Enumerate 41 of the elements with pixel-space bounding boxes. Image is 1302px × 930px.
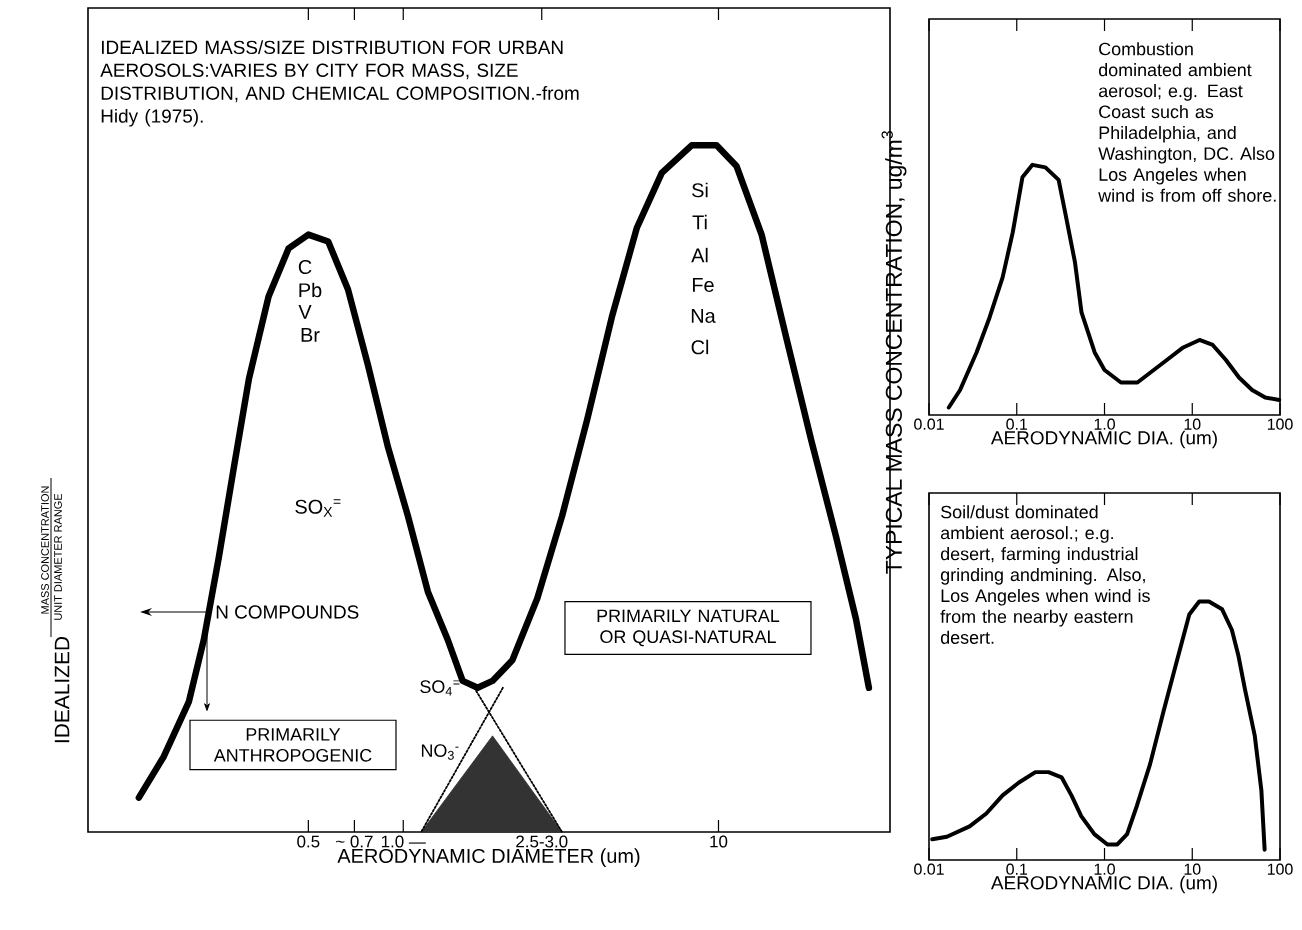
y-axis-title: IDEALIZED: [54, 636, 70, 743]
text: MASS CONCENTRATION: [41, 486, 49, 614]
annotation: PRIMARILY ANTHROPOGENIC: [213, 728, 372, 762]
x-tick-label: 10: [1184, 418, 1201, 430]
x-tick-label: 1.0: [1094, 863, 1115, 875]
x-tick-label: 0.1: [1006, 863, 1028, 875]
annotation: V: [298, 305, 312, 319]
annotation: Pb: [299, 282, 322, 298]
x-tick-label: 0.1: [1006, 418, 1028, 430]
annotation: Soil/dust dominated ambient aerosol.; e.g. desert, farming industrial grinding andmining. Also, Los Angeles when wind is from the nearby eastern desert.: [940, 505, 1150, 644]
annotation: Combustion dominated ambient aerosol; e.g. East Coast such as Philadelphia, and Washington, DC. Also Los Angeles when wind is from off shore.: [1098, 42, 1276, 202]
x-tick-label: 0.01: [914, 863, 944, 875]
x-tick-label: 100: [1267, 418, 1293, 430]
x-axis-title: AERODYNAMIC DIAMETER (um): [337, 848, 640, 867]
x-tick-label: 1.0 —: [381, 835, 426, 848]
x-tick-label: ~ 0.7: [336, 835, 373, 848]
chart-title: IDEALIZED MASS/SIZE DISTRIBUTION FOR URBAN AEROSOLS:VARIES BY CITY FOR MASS, SIZE DISTRIBUTION, AND CHEMICAL COMPOSITION.-from Hidy (1975).: [100, 40, 579, 127]
annotation: Si: [692, 182, 708, 198]
x-axis-title: AERODYNAMIC DIA. (um): [990, 430, 1217, 449]
annotation: Cl: [691, 339, 709, 355]
y-axis-title: TYPICAL MASS CONCENTRATION, ug/m$^{3}$: [881, 130, 907, 574]
annotation: Br: [301, 328, 320, 342]
x-tick-label: 1.0: [1094, 418, 1115, 430]
annotation: Al: [691, 247, 708, 263]
annotation: Na: [691, 309, 716, 323]
x-axis-title: AERODYNAMIC DIA. (um): [990, 875, 1217, 894]
annotation: C: [298, 259, 312, 275]
annotation: SO$_{4}$=: [420, 680, 460, 696]
x-tick-label: 0.5: [297, 835, 320, 848]
annotation: SO$_{X}$=: [295, 499, 341, 517]
x-tick-label: 100: [1267, 863, 1293, 875]
text: UNIT DIAMETER RANGE: [54, 493, 62, 620]
x-tick-label: 0.01: [914, 418, 944, 430]
annotation: Fe: [692, 278, 714, 292]
x-tick-label: 10: [710, 835, 728, 848]
annotation: N COMPOUNDS: [216, 605, 359, 619]
annotation: PRIMARILY NATURAL OR QUASI-NATURAL: [597, 609, 780, 647]
x-tick-label: 2.5-3.0: [516, 835, 568, 848]
annotation: Ti: [692, 214, 707, 230]
x-tick-label: 10: [1184, 863, 1201, 875]
annotation: NO$_{3}$-: [421, 744, 459, 760]
